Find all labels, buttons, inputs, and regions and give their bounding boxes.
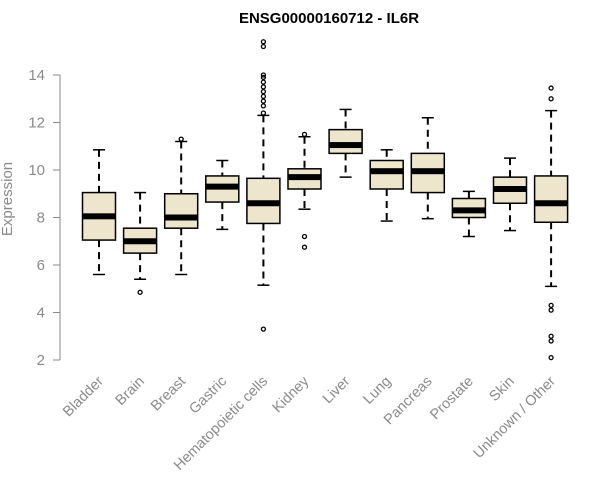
box-bladder [81, 149, 117, 276]
outlier-point [301, 233, 308, 240]
y-tick-label: 12 [28, 115, 45, 132]
outlier-point [548, 302, 554, 309]
outlier-point [260, 39, 267, 45]
outlier-point [548, 354, 554, 361]
outlier-point [548, 333, 554, 339]
box-brain [122, 191, 158, 295]
median-bar [123, 238, 157, 245]
x-tick-label: Liver [320, 373, 354, 407]
box-pancreas [410, 117, 446, 220]
box-lung [369, 149, 404, 222]
x-tick-label: Kidney [270, 373, 313, 416]
outlier-point [260, 84, 267, 90]
outlier-point [260, 74, 267, 81]
outlier-point [137, 289, 143, 295]
chart-title: ENSG00000160712 - IL6R [239, 10, 419, 27]
outlier-point [548, 307, 554, 313]
outlier-point [178, 136, 184, 142]
y-axis: 2 4 6 8 10 12 14 [28, 67, 61, 369]
outlier-point [548, 85, 554, 91]
outlier-point [260, 79, 267, 85]
y-axis-label: Expression [0, 162, 16, 236]
median-bar [534, 200, 568, 207]
y-tick-label: 6 [37, 257, 45, 274]
outlier-point [260, 93, 267, 100]
outlier-point [548, 338, 554, 344]
box-breast [163, 136, 199, 276]
median-bar [452, 207, 486, 214]
iqr-box [328, 128, 363, 155]
box-liver [328, 108, 363, 178]
outlier-point [260, 103, 267, 109]
y-tick-label: 4 [37, 305, 45, 322]
outlier-point [260, 88, 267, 95]
median-bar [205, 183, 239, 190]
box-kidney [287, 131, 322, 250]
median-bar [411, 168, 445, 175]
x-tick-label: Lung [360, 374, 394, 408]
outlier-point [260, 43, 267, 50]
median-bar [82, 213, 116, 220]
median-bar [329, 142, 363, 149]
median-bar [246, 200, 280, 207]
y-tick-label: 8 [37, 210, 45, 227]
y-tick-label: 10 [28, 162, 45, 179]
outlier-point [260, 72, 267, 78]
outlier-point [548, 96, 554, 102]
iqr-box [163, 193, 199, 229]
median-bar [493, 186, 527, 192]
outlier-point [260, 110, 267, 116]
outlier-point [301, 244, 308, 250]
y-tick-label: 14 [28, 67, 45, 84]
outlier-point [301, 131, 308, 138]
box-unknown-other [533, 85, 569, 361]
outlier-point [260, 326, 267, 332]
box-prostate [451, 190, 487, 238]
x-tick-label: Brain [113, 374, 148, 409]
x-tick-label: Skin [487, 374, 518, 405]
median-bar [370, 168, 404, 175]
box-hematopoietic-cells [246, 39, 281, 332]
outlier-point [260, 98, 267, 104]
x-tick-label: Breast [148, 374, 189, 415]
iqr-box [369, 159, 404, 190]
median-bar [288, 174, 321, 181]
y-tick-label: 2 [37, 352, 45, 369]
x-tick-label: Prostate [427, 374, 476, 423]
box-gastric [205, 159, 240, 231]
median-bar [164, 214, 198, 221]
x-tick-label: Bladder [60, 373, 107, 420]
iqr-box [533, 175, 569, 223]
boxes [81, 39, 569, 361]
box-skin [492, 157, 528, 232]
